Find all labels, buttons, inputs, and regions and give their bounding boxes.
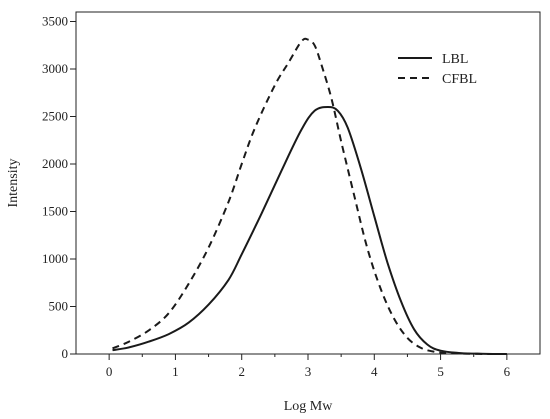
x-tick-label: 1 bbox=[172, 364, 179, 379]
x-tick-label: 5 bbox=[437, 364, 444, 379]
y-tick-label: 0 bbox=[62, 346, 69, 361]
x-tick-label: 0 bbox=[106, 364, 113, 379]
plot-frame bbox=[75, 11, 541, 355]
y-tick-label: 1000 bbox=[42, 251, 68, 266]
legend-label-lbl: LBL bbox=[442, 52, 468, 67]
series-line-lbl bbox=[112, 105, 507, 355]
y-tick-label: 3000 bbox=[42, 61, 68, 76]
series-layer bbox=[112, 37, 507, 356]
x-tick-label: 2 bbox=[238, 364, 245, 379]
x-axis-ticks: 0 1 2 3 4 5 6 bbox=[106, 354, 511, 379]
y-tick-label: 3500 bbox=[42, 14, 68, 29]
legend-label-cfbl: CFBL bbox=[442, 72, 477, 87]
legend: LBL CFBL bbox=[398, 52, 477, 87]
y-tick-label: 2500 bbox=[42, 109, 68, 124]
y-tick-label: 1500 bbox=[42, 204, 68, 219]
x-tick-label: 4 bbox=[371, 364, 378, 379]
x-axis-title: Log Mw bbox=[284, 399, 334, 414]
x-tick-label: 3 bbox=[305, 364, 312, 379]
y-axis-ticks: 0 500 1000 1500 2000 2500 3000 3500 bbox=[42, 14, 76, 361]
y-tick-label: 500 bbox=[49, 299, 69, 314]
y-axis-title: Intensity bbox=[6, 159, 21, 208]
x-tick-label: 6 bbox=[504, 364, 511, 379]
y-tick-label: 2000 bbox=[42, 156, 68, 171]
series-line-cfbl bbox=[112, 37, 507, 356]
